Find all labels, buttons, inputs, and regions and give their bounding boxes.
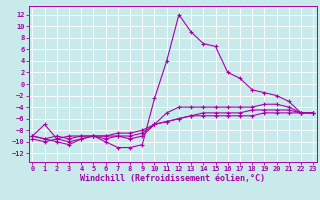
X-axis label: Windchill (Refroidissement éolien,°C): Windchill (Refroidissement éolien,°C) — [80, 174, 265, 183]
